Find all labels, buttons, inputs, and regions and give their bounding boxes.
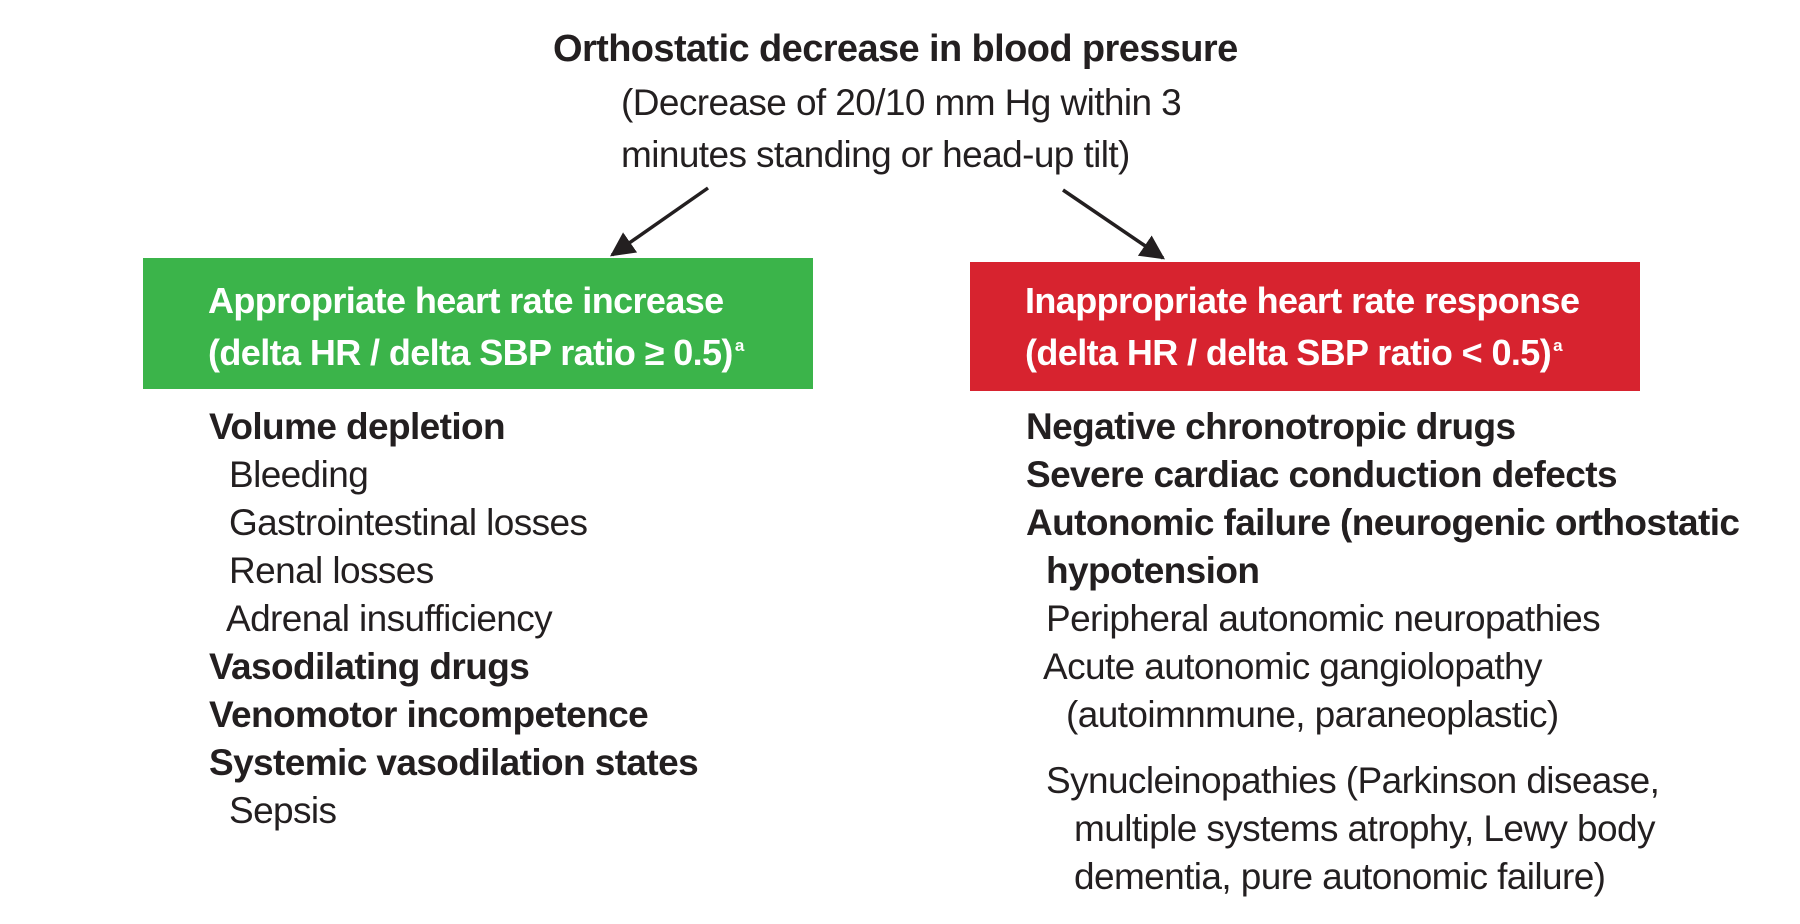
list-item: Venomotor incompetence <box>209 694 649 735</box>
list-item: dementia, pure autonomic failure) <box>1074 856 1606 897</box>
diagram-title: Orthostatic decrease in blood pressure <box>553 28 1238 70</box>
footnote-marker: a <box>1553 336 1562 355</box>
inappropriate-hr-title: Inappropriate heart rate response <box>1025 280 1580 321</box>
inappropriate-hr-box: Inappropriate heart rate response (delta… <box>970 262 1640 391</box>
arrow-right <box>1062 188 1166 260</box>
appropriate-hr-title: Appropriate heart rate increase <box>208 280 724 321</box>
inappropriate-hr-ratio: (delta HR / delta SBP ratio < 0.5) a <box>1025 323 1640 375</box>
diagram-subtitle-line-1: (Decrease of 20/10 mm Hg within 3 <box>621 82 1182 123</box>
list-item: Systemic vasodilation states <box>209 742 699 783</box>
list-item: Severe cardiac conduction defects <box>1026 454 1618 495</box>
appropriate-hr-ratio-text: (delta HR / delta SBP ratio ≥ 0.5) <box>208 332 733 373</box>
list-item: hypotension <box>1046 550 1260 591</box>
list-item: Peripheral autonomic neuropathies <box>1046 598 1601 639</box>
list-item: Autonomic failure (neurogenic orthostati… <box>1026 502 1740 543</box>
diagram-subtitle-line-2: minutes standing or head-up tilt) <box>621 134 1130 175</box>
list-item: Bleeding <box>229 454 369 495</box>
list-item: Synucleinopathies (Parkinson disease, <box>1046 760 1660 801</box>
list-item: (autoimnmune, paraneoplastic) <box>1066 694 1559 735</box>
inappropriate-hr-ratio-text: (delta HR / delta SBP ratio < 0.5) <box>1025 332 1552 373</box>
list-item: Adrenal insufficiency <box>226 598 553 639</box>
list-item: Renal losses <box>229 550 434 591</box>
list-item: Acute autonomic gangiolopathy <box>1043 646 1543 687</box>
arrow-left <box>609 186 710 257</box>
list-item: multiple systems atrophy, Lewy body <box>1074 808 1655 849</box>
list-item: Vasodilating drugs <box>209 646 530 687</box>
list-item: Negative chronotropic drugs <box>1026 406 1516 447</box>
list-item: Gastrointestinal losses <box>229 502 588 543</box>
footnote-marker: a <box>734 336 744 355</box>
appropriate-hr-ratio: (delta HR / delta SBP ratio ≥ 0.5) a <box>208 323 813 375</box>
list-item: Volume depletion <box>209 406 506 447</box>
appropriate-hr-box: Appropriate heart rate increase (delta H… <box>143 258 813 389</box>
list-item: Sepsis <box>229 790 337 831</box>
